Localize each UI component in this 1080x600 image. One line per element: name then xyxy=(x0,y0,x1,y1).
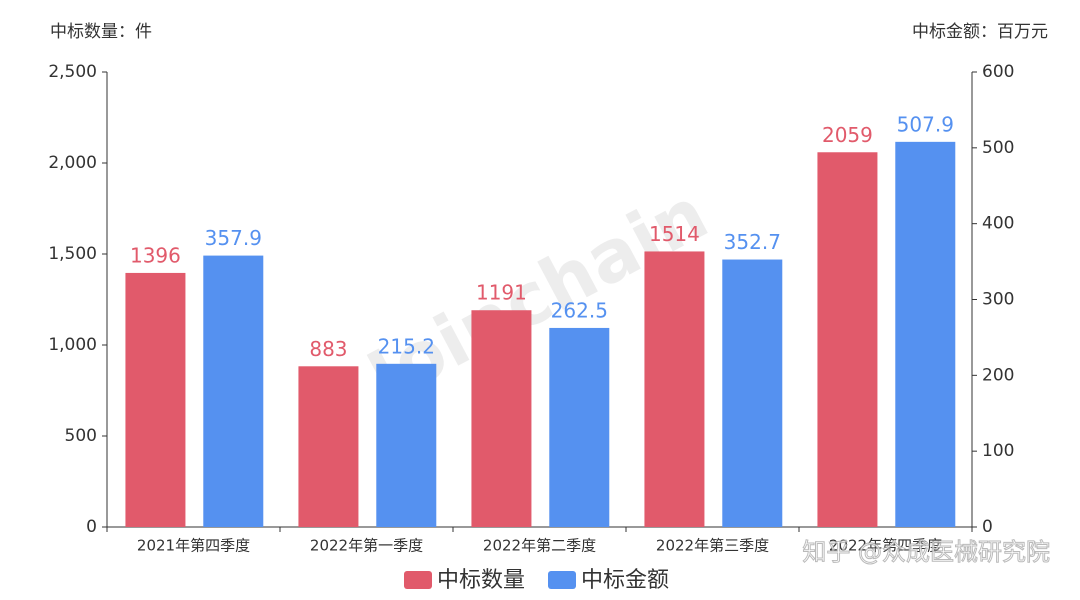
bar xyxy=(125,272,186,527)
value-label: 883 xyxy=(309,337,347,361)
y2-axis-label: 中标金额：百万元 xyxy=(912,22,1048,42)
y-tick-label: 1,000 xyxy=(48,335,97,355)
bar xyxy=(644,251,705,527)
watermark: 知乎 @众成医械研究院 xyxy=(802,538,1050,566)
legend-label: 中标金额 xyxy=(581,568,669,593)
value-label: 2059 xyxy=(822,123,873,147)
x-tick-label: 2022年第四季度 xyxy=(829,537,942,555)
y-tick-label: 2,000 xyxy=(48,153,97,173)
y2-tick-label: 200 xyxy=(982,365,1014,385)
y2-tick-label: 400 xyxy=(982,214,1014,234)
bar xyxy=(549,327,610,527)
y-tick-label: 500 xyxy=(65,426,97,446)
bar xyxy=(376,363,437,527)
x-tick-label: 2021年第四季度 xyxy=(137,537,250,555)
y2-tick-label: 100 xyxy=(982,441,1014,461)
y-tick-label: 1,500 xyxy=(48,244,97,264)
y2-tick-label: 600 xyxy=(982,62,1014,82)
x-tick-label: 2022年第三季度 xyxy=(656,537,769,555)
value-label: 352.7 xyxy=(724,230,781,254)
value-label: 507.9 xyxy=(897,112,954,136)
value-label: 1191 xyxy=(476,281,527,305)
bar xyxy=(817,152,878,527)
y2-tick-label: 500 xyxy=(982,138,1014,158)
bar xyxy=(298,366,359,527)
x-tick-label: 2022年第二季度 xyxy=(483,537,596,555)
value-label: 1514 xyxy=(649,222,700,246)
y-tick-label: 0 xyxy=(86,517,97,537)
value-label: 262.5 xyxy=(551,298,608,322)
y-axis-label: 中标数量：件 xyxy=(50,22,152,42)
bar xyxy=(203,255,264,527)
x-tick-label: 2022年第一季度 xyxy=(310,537,423,555)
legend-label: 中标数量 xyxy=(437,568,525,593)
y2-tick-label: 300 xyxy=(982,290,1014,310)
value-label: 357.9 xyxy=(205,226,262,250)
bar xyxy=(471,310,532,527)
value-label: 215.2 xyxy=(378,334,435,358)
bar xyxy=(895,141,956,527)
legend-swatch xyxy=(404,571,432,589)
bar xyxy=(722,259,783,527)
y2-tick-label: 0 xyxy=(982,517,993,537)
legend-swatch xyxy=(548,571,576,589)
value-label: 1396 xyxy=(130,243,181,267)
y-tick-label: 2,500 xyxy=(48,62,97,82)
